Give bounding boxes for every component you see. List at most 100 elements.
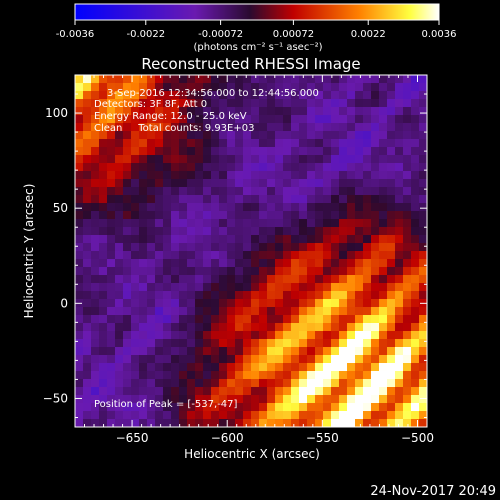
- heatmap-cell: [419, 283, 427, 292]
- heatmap-cell: [131, 139, 140, 148]
- heatmap-cell: [235, 107, 244, 116]
- heatmap-cell: [299, 123, 308, 132]
- heatmap-cell: [275, 131, 284, 140]
- heatmap-cell: [211, 275, 220, 284]
- heatmap-cell: [227, 115, 236, 124]
- heatmap-cell: [283, 155, 292, 164]
- heatmap-cell: [395, 195, 404, 204]
- heatmap-cell: [83, 211, 92, 220]
- heatmap-cell: [259, 187, 268, 196]
- heatmap-cell: [83, 371, 92, 380]
- heatmap-cell: [323, 403, 332, 412]
- heatmap-cell: [267, 331, 276, 340]
- heatmap-cell: [315, 203, 324, 212]
- heatmap-cell: [267, 371, 276, 380]
- heatmap-cell: [211, 331, 220, 340]
- heatmap-cell: [363, 75, 372, 84]
- heatmap-cell: [355, 355, 364, 364]
- heatmap-cell: [211, 115, 220, 124]
- heatmap-cell: [123, 211, 132, 220]
- heatmap-cell: [371, 243, 380, 252]
- heatmap-cell: [419, 155, 427, 164]
- heatmap-cell: [347, 339, 356, 348]
- heatmap-cell: [163, 267, 172, 276]
- heatmap-cell: [331, 419, 340, 427]
- heatmap-cell: [131, 91, 140, 100]
- heatmap-cell: [139, 195, 148, 204]
- heatmap-cell: [347, 155, 356, 164]
- heatmap-cell: [163, 355, 172, 364]
- heatmap-cell: [227, 339, 236, 348]
- heatmap-cell: [339, 283, 348, 292]
- heatmap-cell: [187, 411, 196, 420]
- heatmap-cell: [187, 179, 196, 188]
- heatmap-cell: [107, 139, 116, 148]
- heatmap-cell: [75, 251, 84, 260]
- heatmap-cell: [299, 243, 308, 252]
- heatmap-cell: [403, 235, 412, 244]
- heatmap-cell: [379, 379, 388, 388]
- heatmap-cell: [251, 395, 260, 404]
- heatmap-cell: [179, 419, 188, 427]
- heatmap-cell: [179, 107, 188, 116]
- heatmap-cell: [227, 219, 236, 228]
- heatmap-cell: [259, 299, 268, 308]
- heatmap-cell: [155, 251, 164, 260]
- heatmap-cell: [123, 251, 132, 260]
- heatmap-cell: [75, 331, 84, 340]
- heatmap-cell: [155, 115, 164, 124]
- heatmap-cell: [219, 419, 228, 427]
- heatmap-cell: [283, 235, 292, 244]
- heatmap-cell: [163, 251, 172, 260]
- heatmap-cell: [395, 323, 404, 332]
- heatmap-cell: [83, 395, 92, 404]
- heatmap-cell: [99, 131, 108, 140]
- heatmap-cell: [83, 123, 92, 132]
- heatmap-cell: [99, 299, 108, 308]
- heatmap-cell: [243, 227, 252, 236]
- heatmap-cell: [211, 419, 220, 427]
- heatmap-cell: [259, 331, 268, 340]
- heatmap-cell: [243, 363, 252, 372]
- heatmap-cell: [355, 139, 364, 148]
- heatmap-cell: [387, 219, 396, 228]
- heatmap-cell: [179, 211, 188, 220]
- heatmap-cell: [379, 331, 388, 340]
- heatmap-cell: [203, 171, 212, 180]
- heatmap-cell: [275, 107, 284, 116]
- heatmap-cell: [323, 267, 332, 276]
- heatmap-cell: [307, 347, 316, 356]
- heatmap-cell: [171, 107, 180, 116]
- heatmap-cell: [339, 411, 348, 420]
- heatmap-cell: [235, 83, 244, 92]
- heatmap-cell: [379, 131, 388, 140]
- heatmap-cell: [419, 379, 427, 388]
- heatmap-cell: [299, 75, 308, 84]
- heatmap-cell: [323, 155, 332, 164]
- heatmap-cell: [179, 219, 188, 228]
- annotation-detectors: Detectors: 3F 8F, Att 0: [94, 99, 207, 110]
- heatmap-cell: [283, 243, 292, 252]
- heatmap-cell: [195, 387, 204, 396]
- heatmap-cell: [267, 187, 276, 196]
- colorbar-unit-label: (photons cm⁻² s⁻¹ asec⁻²): [193, 42, 322, 53]
- heatmap-cell: [139, 211, 148, 220]
- heatmap-cell: [219, 235, 228, 244]
- heatmap-cell: [403, 147, 412, 156]
- heatmap-cell: [211, 139, 220, 148]
- heatmap-cell: [331, 115, 340, 124]
- heatmap-cell: [139, 347, 148, 356]
- heatmap-cell: [171, 179, 180, 188]
- heatmap-cell: [339, 123, 348, 132]
- heatmap-cell: [211, 211, 220, 220]
- heatmap-cell: [331, 395, 340, 404]
- heatmap-cell: [195, 211, 204, 220]
- heatmap-cell: [203, 227, 212, 236]
- heatmap-cell: [283, 347, 292, 356]
- heatmap-cell: [307, 251, 316, 260]
- heatmap-cell: [323, 139, 332, 148]
- heatmap-cell: [243, 171, 252, 180]
- heatmap-cell: [235, 315, 244, 324]
- heatmap-cell: [355, 243, 364, 252]
- heatmap-cell: [147, 323, 156, 332]
